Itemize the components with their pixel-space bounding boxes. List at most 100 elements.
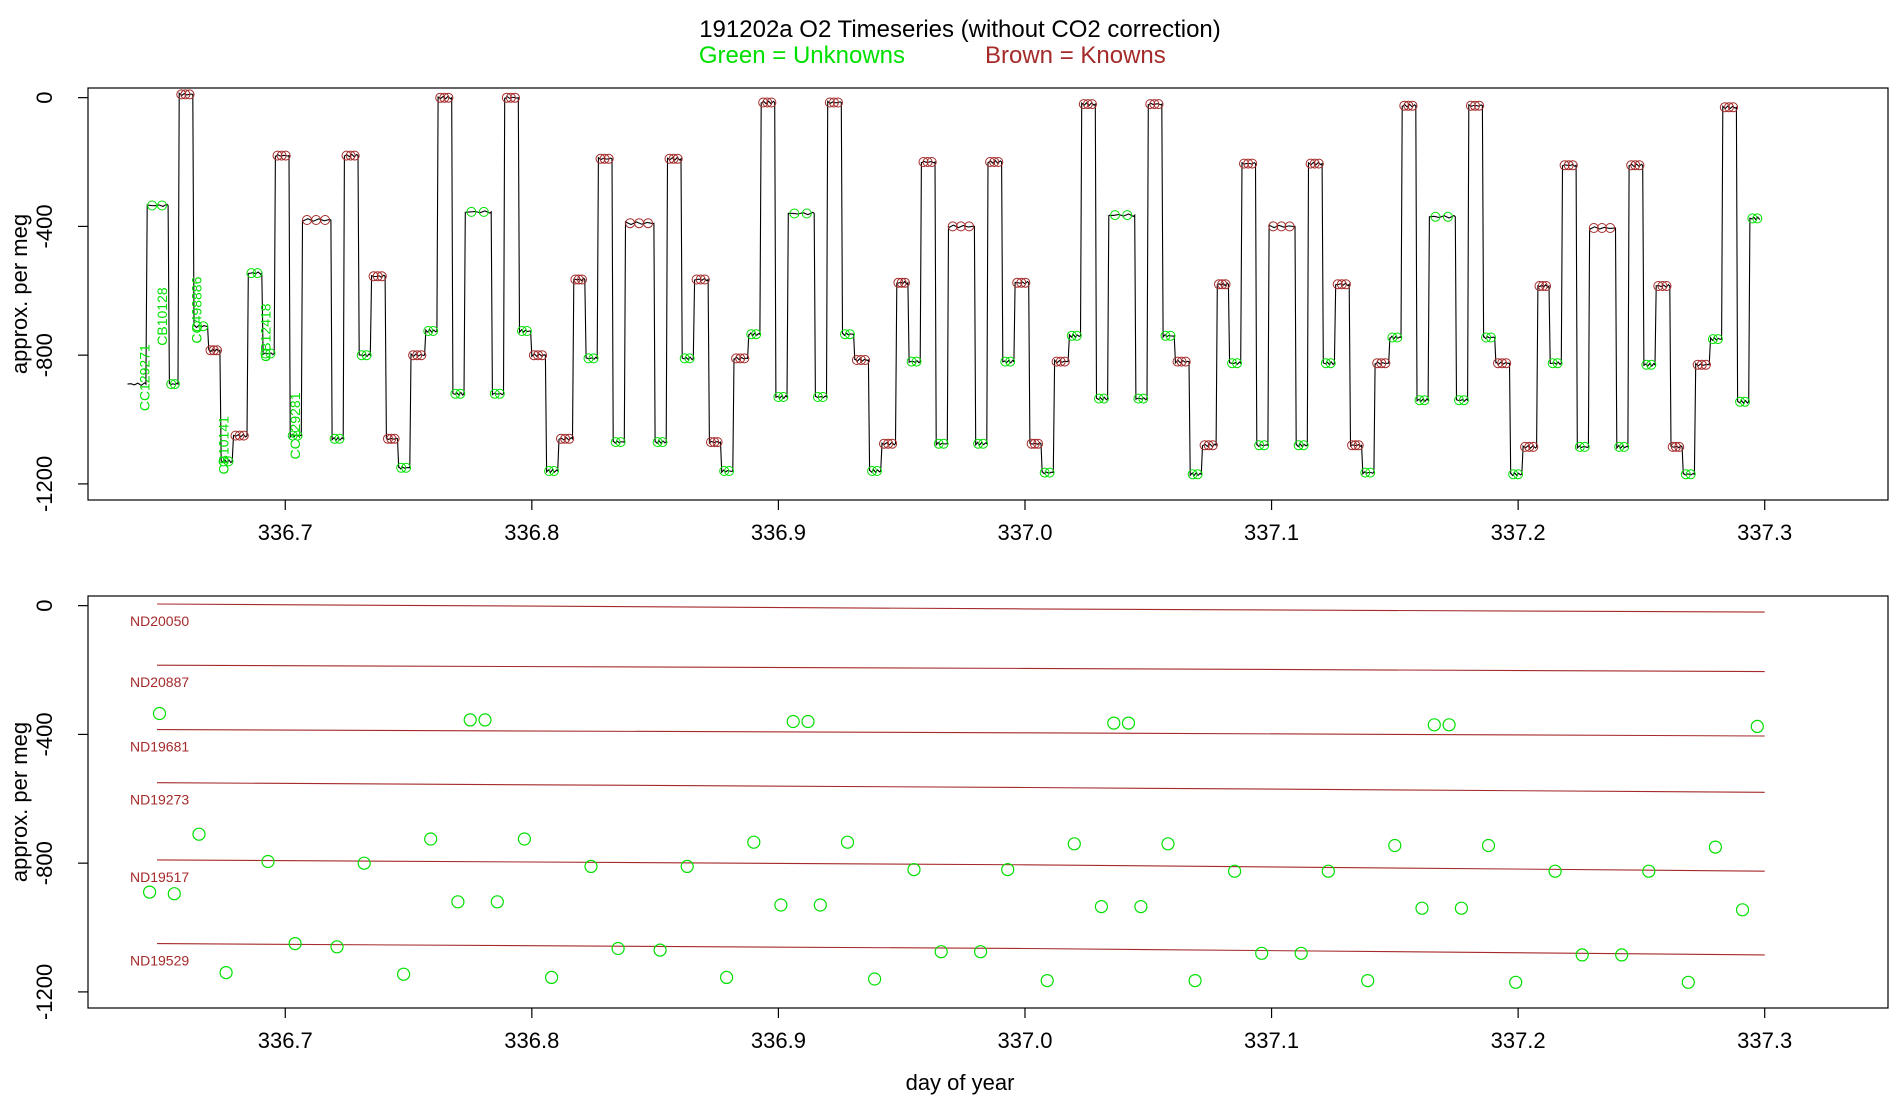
top-known-marker — [383, 433, 393, 444]
top-known-marker — [1541, 281, 1552, 291]
top-known-marker — [412, 350, 423, 361]
top-known-marker — [1728, 102, 1739, 113]
bottom-unknown-point — [357, 856, 371, 870]
top-unknown-marker — [1486, 332, 1496, 343]
top-known-marker — [706, 437, 716, 448]
top-unknown-marker — [356, 350, 367, 361]
top-unknown-marker — [724, 466, 735, 476]
top-known-marker — [1567, 160, 1578, 171]
bottom-unknown-point — [1509, 975, 1523, 989]
top-known-marker — [1214, 279, 1224, 290]
top-known-marker — [712, 437, 723, 448]
top-known-marker — [1276, 221, 1287, 232]
top-unknown-marker — [872, 466, 882, 476]
top-known-marker — [860, 355, 871, 365]
top-known-marker — [1180, 356, 1191, 367]
top-known-marker — [1059, 356, 1070, 367]
top-known-marker — [1563, 160, 1574, 171]
top-known-marker — [1670, 441, 1681, 452]
top-known-marker — [955, 221, 966, 232]
top-unknown-marker — [494, 388, 505, 399]
bottom-standard-label: ND20050 — [130, 613, 189, 629]
bottom-unknown-point — [219, 965, 233, 980]
top-known-marker — [1020, 277, 1031, 288]
top-known-marker — [1653, 281, 1664, 291]
top-known-marker — [1033, 438, 1044, 449]
top-unknown-marker — [1138, 393, 1149, 404]
bottom-unknown-point — [143, 885, 157, 899]
top-known-marker — [1634, 160, 1645, 171]
top-sample-label: CC498886 — [188, 276, 204, 343]
top-unknown-marker — [583, 353, 594, 364]
top-unknown-marker — [260, 348, 271, 359]
top-known-marker — [1696, 359, 1707, 370]
top-known-marker — [1559, 160, 1570, 171]
top-x-tick-label: 336.8 — [504, 520, 559, 545]
top-known-marker — [238, 430, 249, 441]
top-known-marker — [1268, 221, 1279, 232]
top-known-marker — [699, 274, 710, 285]
top-known-marker — [1029, 438, 1040, 449]
top-known-marker — [1332, 279, 1343, 290]
top-known-marker — [1474, 100, 1485, 111]
bottom-unknown-point — [973, 945, 988, 959]
bottom-unknown-point — [653, 943, 667, 957]
bottom-unknown-point — [867, 972, 882, 986]
top-known-marker — [1350, 440, 1361, 451]
top-known-marker — [1661, 281, 1672, 291]
top-unknown-marker — [361, 350, 372, 361]
top-unknown-marker — [1098, 393, 1109, 404]
bottom-standard-line — [156, 859, 1765, 872]
top-unknown-marker — [1414, 395, 1425, 406]
bottom-y-tick-label: -800 — [32, 841, 57, 885]
top-unknown-marker — [789, 208, 800, 219]
top-unknown-marker — [1619, 441, 1630, 452]
bottom-unknown-point — [786, 714, 800, 729]
top-known-marker — [985, 157, 996, 167]
top-unknown-marker — [801, 208, 812, 219]
bottom-y-axis-label: approx. per meg — [7, 722, 32, 882]
top-known-marker — [668, 153, 679, 164]
x-axis-label: day of year — [906, 1070, 1015, 1095]
top-unknown-marker — [450, 388, 461, 399]
top-unknown-marker — [157, 200, 167, 211]
top-unknown-marker — [1387, 332, 1398, 343]
bottom-x-tick-label: 336.9 — [751, 1028, 806, 1053]
top-known-marker — [739, 353, 750, 364]
top-y-axis-label: approx. per meg — [7, 214, 32, 374]
bottom-y-tick-label: -400 — [32, 712, 57, 756]
top-unknown-marker — [1039, 467, 1050, 478]
top-y-tick-label: 0 — [32, 92, 57, 104]
top-known-marker — [896, 277, 907, 288]
top-known-marker — [1630, 160, 1641, 171]
bottom-x-tick-label: 336.7 — [258, 1028, 313, 1053]
top-known-marker — [1597, 223, 1607, 233]
top-known-marker — [577, 274, 587, 285]
top-known-marker — [341, 150, 352, 161]
top-known-marker — [1347, 440, 1358, 451]
top-known-marker — [947, 221, 958, 232]
top-x-tick-label: 337.3 — [1737, 520, 1792, 545]
top-known-marker — [833, 97, 843, 108]
top-x-tick-label: 336.9 — [751, 520, 806, 545]
top-known-marker — [762, 97, 773, 108]
top-unknown-marker — [679, 353, 690, 364]
top-unknown-marker — [396, 462, 407, 473]
top-unknown-marker — [1232, 358, 1242, 369]
top-unknown-marker — [1392, 332, 1403, 343]
top-known-marker — [1207, 440, 1218, 451]
top-unknown-marker — [840, 329, 850, 340]
top-unknown-marker — [252, 268, 263, 279]
top-unknown-marker — [1740, 396, 1750, 407]
top-known-marker — [709, 437, 720, 448]
top-known-marker — [672, 153, 683, 164]
top-known-marker — [1149, 99, 1160, 110]
top-unknown-marker — [544, 466, 555, 476]
bottom-unknown-point — [1227, 864, 1242, 878]
top-known-marker — [926, 157, 937, 167]
top-known-marker — [1247, 158, 1258, 169]
top-sample-label: CB12418 — [257, 303, 273, 362]
top-known-marker — [280, 150, 291, 161]
top-unknown-marker — [198, 321, 209, 332]
top-unknown-marker — [265, 348, 276, 359]
